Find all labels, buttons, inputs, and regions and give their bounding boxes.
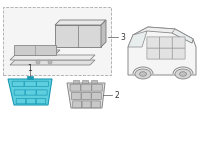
Polygon shape: [27, 76, 33, 79]
Polygon shape: [172, 29, 193, 43]
FancyBboxPatch shape: [16, 98, 26, 104]
FancyBboxPatch shape: [71, 92, 81, 100]
Bar: [73, 80, 79, 83]
Bar: [91, 80, 97, 83]
FancyBboxPatch shape: [91, 101, 100, 108]
Text: 1: 1: [28, 64, 32, 72]
FancyBboxPatch shape: [26, 98, 36, 104]
Polygon shape: [101, 20, 106, 47]
Circle shape: [36, 60, 40, 64]
Circle shape: [48, 60, 52, 64]
Ellipse shape: [140, 72, 146, 76]
FancyBboxPatch shape: [36, 98, 46, 104]
FancyBboxPatch shape: [24, 81, 36, 86]
FancyBboxPatch shape: [70, 84, 81, 91]
FancyBboxPatch shape: [147, 37, 160, 48]
FancyBboxPatch shape: [160, 48, 172, 59]
Polygon shape: [132, 27, 193, 43]
FancyBboxPatch shape: [3, 7, 111, 75]
Bar: [55, 25, 101, 47]
FancyBboxPatch shape: [14, 90, 25, 95]
Polygon shape: [55, 20, 106, 25]
Polygon shape: [67, 83, 105, 108]
Bar: [14, 45, 56, 55]
Text: 3: 3: [120, 32, 125, 41]
FancyBboxPatch shape: [172, 48, 185, 59]
FancyBboxPatch shape: [12, 81, 24, 86]
FancyBboxPatch shape: [81, 92, 91, 100]
FancyBboxPatch shape: [37, 81, 48, 86]
FancyBboxPatch shape: [147, 48, 160, 59]
FancyBboxPatch shape: [160, 37, 172, 48]
FancyBboxPatch shape: [25, 90, 36, 95]
FancyBboxPatch shape: [73, 101, 82, 108]
Ellipse shape: [175, 69, 191, 79]
Bar: [82, 80, 88, 83]
FancyBboxPatch shape: [92, 92, 101, 100]
Polygon shape: [8, 79, 52, 105]
Polygon shape: [15, 50, 60, 55]
FancyBboxPatch shape: [81, 84, 91, 91]
Ellipse shape: [180, 72, 186, 76]
Polygon shape: [10, 60, 95, 65]
FancyBboxPatch shape: [36, 90, 47, 95]
Text: 2: 2: [114, 91, 119, 100]
FancyBboxPatch shape: [82, 101, 91, 108]
FancyBboxPatch shape: [172, 37, 185, 48]
Polygon shape: [128, 31, 147, 47]
Polygon shape: [128, 27, 196, 75]
FancyBboxPatch shape: [92, 84, 102, 91]
Polygon shape: [10, 55, 95, 60]
Ellipse shape: [135, 69, 151, 79]
